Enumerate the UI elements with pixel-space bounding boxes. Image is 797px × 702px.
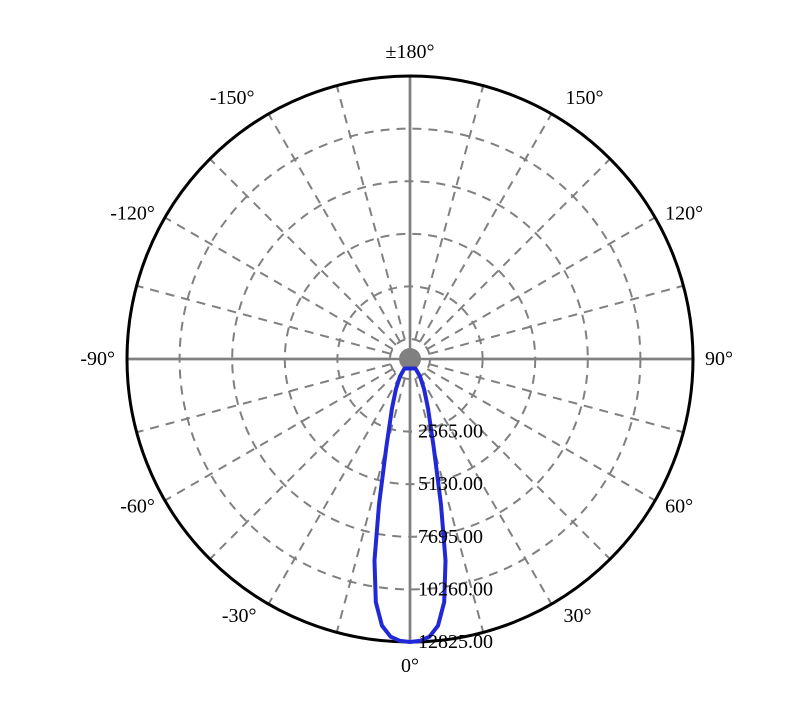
polar-chart: 2565.00 5130.00 7695.00 10260.00 12825.00 ±18… bbox=[0, 0, 797, 702]
radial-tick-label: 5130.00 bbox=[418, 473, 483, 495]
angle-label: -90° bbox=[80, 348, 115, 370]
angle-label: -150° bbox=[210, 87, 255, 109]
angle-label: 30° bbox=[564, 605, 592, 627]
angle-label: -120° bbox=[110, 203, 155, 225]
polar-chart-container: 2565.00 5130.00 7695.00 10260.00 12825.00 ±18… bbox=[0, 0, 797, 702]
angle-label: ±180° bbox=[386, 41, 435, 63]
angle-label: -60° bbox=[120, 496, 155, 518]
angle-label: 120° bbox=[665, 203, 703, 225]
angle-label: 150° bbox=[566, 87, 604, 109]
angle-label: 60° bbox=[665, 496, 693, 518]
angle-label: 90° bbox=[705, 348, 733, 370]
radial-tick-label: 2565.00 bbox=[418, 421, 483, 443]
radial-tick-label: 12825.00 bbox=[418, 631, 493, 653]
angle-label: -30° bbox=[222, 605, 257, 627]
radial-tick-label: 7695.00 bbox=[418, 526, 483, 548]
radial-tick-label: 10260.00 bbox=[418, 578, 493, 600]
angle-label: 0° bbox=[401, 655, 419, 677]
